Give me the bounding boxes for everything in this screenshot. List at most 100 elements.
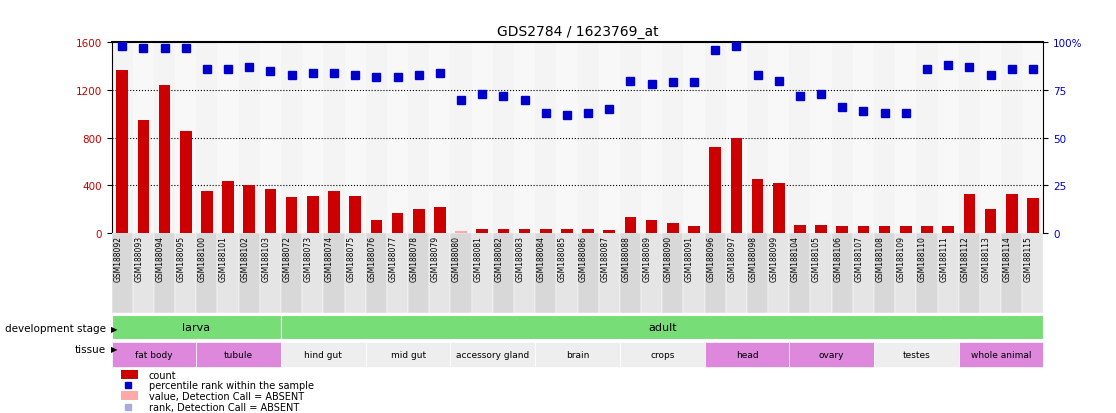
Text: GDS2784 / 1623769_at: GDS2784 / 1623769_at	[497, 25, 658, 39]
Bar	[392, 214, 403, 233]
Bar	[1022, 43, 1043, 233]
Text: GSM188098: GSM188098	[749, 236, 758, 282]
Text: hind gut: hind gut	[305, 350, 343, 359]
Bar	[307, 197, 319, 233]
Text: GSM188091: GSM188091	[685, 236, 694, 282]
Text: GSM188115: GSM188115	[1023, 236, 1033, 282]
Bar	[641, 43, 662, 233]
Text: GSM188085: GSM188085	[558, 236, 567, 282]
Bar	[598, 233, 619, 313]
Text: GSM188107: GSM188107	[855, 236, 864, 282]
Text: GSM188077: GSM188077	[388, 236, 397, 282]
Bar	[175, 43, 196, 233]
Bar	[604, 230, 615, 233]
Bar	[853, 233, 874, 313]
Text: GSM188083: GSM188083	[516, 236, 525, 282]
Text: accessory gland: accessory gland	[456, 350, 529, 359]
Text: GSM188112: GSM188112	[961, 236, 970, 281]
Text: GSM188075: GSM188075	[346, 236, 355, 282]
Bar	[789, 342, 874, 367]
Text: GSM188110: GSM188110	[918, 236, 927, 282]
Bar	[831, 43, 853, 233]
Text: GSM188101: GSM188101	[219, 236, 228, 282]
Bar	[937, 43, 959, 233]
Bar	[725, 233, 747, 313]
Bar	[371, 221, 382, 233]
Bar	[121, 370, 137, 379]
Bar	[646, 221, 657, 233]
Bar	[154, 43, 175, 233]
Bar	[366, 43, 387, 233]
Text: GSM188103: GSM188103	[261, 236, 270, 282]
Bar	[641, 233, 662, 313]
Text: brain: brain	[566, 350, 589, 359]
Text: GSM188082: GSM188082	[494, 236, 503, 282]
Bar	[598, 43, 619, 233]
Text: GSM188113: GSM188113	[981, 236, 991, 282]
Bar	[328, 192, 339, 233]
Bar	[222, 181, 234, 233]
Bar	[1001, 233, 1022, 313]
Bar	[662, 43, 683, 233]
Text: GSM188079: GSM188079	[431, 236, 440, 282]
Bar	[498, 229, 509, 233]
Text: tubule: tubule	[224, 350, 253, 359]
Bar	[921, 226, 933, 233]
Text: GSM188109: GSM188109	[897, 236, 906, 282]
Bar	[831, 233, 853, 313]
Text: GSM188081: GSM188081	[473, 236, 482, 282]
Bar	[451, 43, 472, 233]
Text: GSM188086: GSM188086	[579, 236, 588, 282]
Text: GSM188104: GSM188104	[791, 236, 800, 282]
Bar	[180, 131, 192, 233]
Bar	[557, 233, 578, 313]
Text: larva: larva	[182, 322, 211, 332]
Bar	[536, 43, 557, 233]
Text: GSM188114: GSM188114	[1002, 236, 1012, 282]
Text: GSM188087: GSM188087	[600, 236, 609, 282]
Bar	[281, 315, 1043, 339]
Bar	[281, 342, 366, 367]
Bar	[710, 148, 721, 233]
Bar	[578, 43, 598, 233]
Bar	[725, 43, 747, 233]
Text: GSM188099: GSM188099	[770, 236, 779, 282]
Bar	[239, 43, 260, 233]
Bar	[768, 233, 789, 313]
Bar	[218, 233, 239, 313]
Bar	[662, 233, 683, 313]
Bar	[536, 342, 619, 367]
Bar	[112, 43, 133, 233]
Bar	[557, 43, 578, 233]
Bar	[324, 43, 345, 233]
Bar	[942, 227, 954, 233]
Bar	[747, 233, 768, 313]
Bar	[286, 198, 298, 233]
Bar	[816, 225, 827, 233]
Text: GSM188089: GSM188089	[643, 236, 652, 282]
Text: count: count	[148, 370, 176, 380]
Bar	[260, 43, 281, 233]
Bar	[345, 233, 366, 313]
Bar	[514, 233, 536, 313]
Bar	[683, 43, 704, 233]
Bar	[201, 192, 213, 233]
Bar	[704, 233, 725, 313]
Bar	[980, 233, 1001, 313]
Bar	[810, 233, 831, 313]
Bar	[116, 71, 128, 233]
Text: crops: crops	[650, 350, 674, 359]
Text: GSM188097: GSM188097	[728, 236, 737, 282]
Bar	[667, 224, 679, 233]
Text: whole animal: whole animal	[971, 350, 1031, 359]
Text: development stage: development stage	[4, 323, 106, 333]
Text: GSM188106: GSM188106	[834, 236, 843, 282]
Bar	[260, 233, 281, 313]
Bar	[619, 43, 641, 233]
Bar	[704, 43, 725, 233]
Text: rank, Detection Call = ABSENT: rank, Detection Call = ABSENT	[148, 402, 299, 412]
Text: adult: adult	[648, 322, 676, 332]
Bar	[493, 43, 514, 233]
Bar	[789, 43, 810, 233]
Bar	[408, 233, 430, 313]
